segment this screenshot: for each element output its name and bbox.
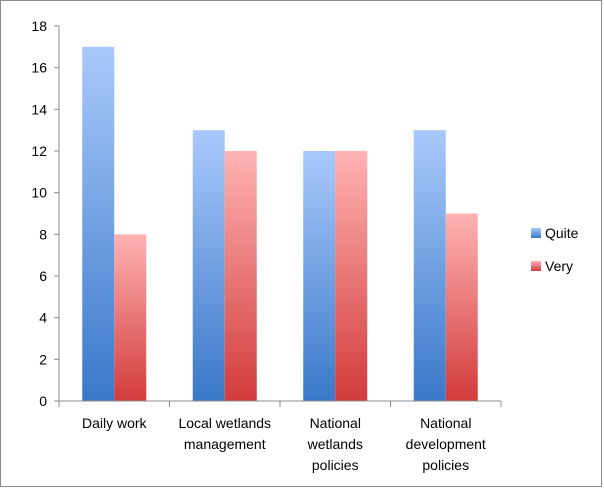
y-tick-label: 0 [39,393,47,409]
bar-very-3 [445,213,478,401]
legend-swatch-very [531,261,541,271]
bar-very-0 [114,234,147,401]
bar-quite-1 [192,130,225,401]
legend-label-very: Very [545,258,573,274]
bars [82,46,478,401]
y-tick-label: 16 [31,60,47,76]
legend-swatch-quite [531,228,541,238]
y-tick-label: 6 [39,268,47,284]
y-tick-label: 10 [31,185,47,201]
y-tick-label: 14 [31,101,47,117]
legend-label-quite: Quite [545,225,579,241]
x-category-label: Daily work [82,415,148,431]
x-category-label: National development policies [406,415,486,473]
y-tick-label: 12 [31,143,47,159]
y-tick-label: 2 [39,351,47,367]
bar-very-2 [335,151,368,401]
bar-quite-3 [413,130,446,401]
bar-quite-0 [82,46,115,401]
bar-very-1 [224,151,257,401]
y-tick-label: 4 [39,310,47,326]
y-tick-label: 8 [39,226,47,242]
y-tick-label: 18 [31,18,47,34]
legend: Quite Very [531,225,579,274]
x-axis-labels: Daily work Local wetlands management Nation… [58,401,502,473]
x-category-label: Local wetlands management [178,415,271,452]
x-category-label: National wetlands policies [307,415,363,473]
bar-quite-2 [303,151,336,401]
y-axis-ticks: 0 2 4 6 8 10 12 14 16 18 [31,18,59,409]
